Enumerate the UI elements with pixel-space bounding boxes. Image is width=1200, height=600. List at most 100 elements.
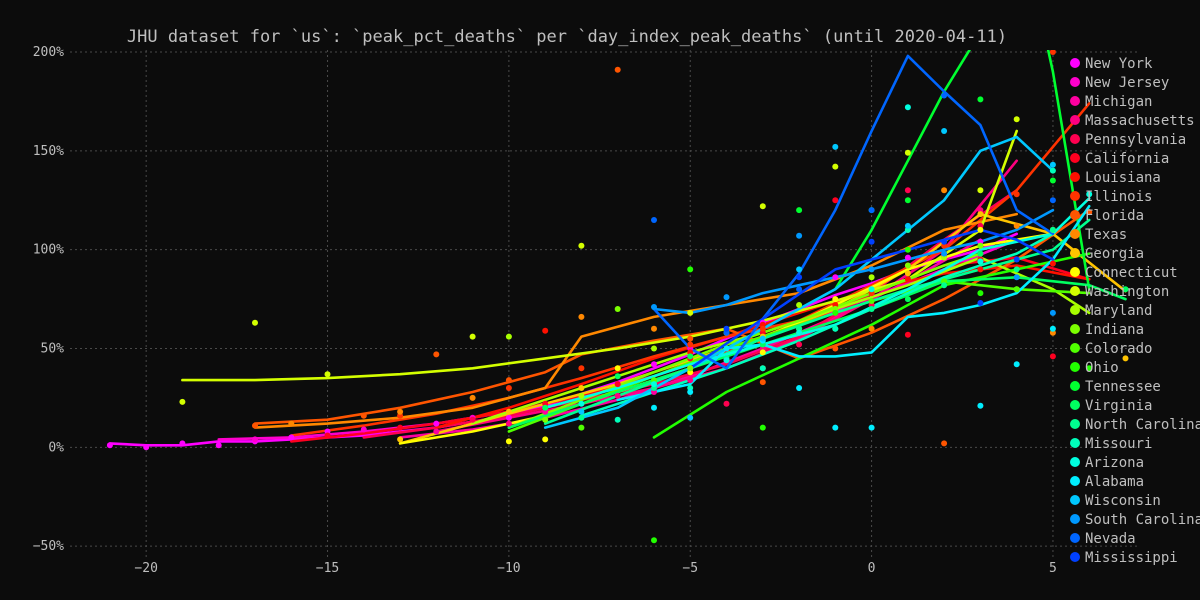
data-point <box>1049 325 1056 332</box>
data-point <box>1086 365 1093 372</box>
data-point <box>578 400 585 407</box>
series-line <box>652 54 1055 370</box>
legend-marker <box>1070 305 1080 315</box>
legend-marker <box>1070 96 1080 106</box>
data-point <box>651 381 657 388</box>
data-point <box>1049 177 1056 184</box>
legend-marker <box>1070 134 1080 144</box>
data-point <box>433 428 440 435</box>
legend-label: Indiana <box>1085 322 1144 338</box>
data-point <box>1049 309 1056 316</box>
data-point <box>759 365 766 372</box>
legend-label: New Jersey <box>1085 75 1169 91</box>
data-point <box>324 432 331 439</box>
legend-label: Illinois <box>1085 189 1152 205</box>
data-point <box>651 361 657 368</box>
data-point <box>614 392 621 399</box>
data-point <box>252 436 258 443</box>
legend-marker <box>1070 495 1080 505</box>
y-tick-label: 50% <box>41 341 65 356</box>
data-point <box>542 404 549 411</box>
legend-marker <box>1070 172 1080 182</box>
data-point <box>542 436 549 443</box>
data-point <box>868 207 875 214</box>
data-point <box>614 416 621 423</box>
legend-label: North Carolina <box>1085 417 1200 433</box>
data-point <box>397 424 404 431</box>
data-point <box>868 306 875 312</box>
legend-label: Louisiana <box>1085 170 1161 186</box>
data-point <box>651 217 657 223</box>
data-point <box>1049 260 1056 267</box>
legend-label: New York <box>1085 56 1153 72</box>
legend-marker <box>1070 248 1080 258</box>
legend-label: Virginia <box>1085 398 1152 414</box>
data-point <box>941 238 948 245</box>
data-point <box>723 325 730 332</box>
data-point <box>1013 361 1020 368</box>
data-point <box>505 377 512 384</box>
data-point <box>215 442 222 449</box>
chart-title: JHU dataset for `us`: `peak_pct_deaths` … <box>127 27 1007 47</box>
legend: New York New Jersey Michigan Massachusetts P… <box>1070 56 1200 566</box>
data-point <box>904 246 911 253</box>
legend-marker <box>1070 267 1080 277</box>
legend-marker <box>1070 552 1080 562</box>
data-point <box>977 96 984 103</box>
legend-label: Florida <box>1085 208 1144 224</box>
data-point <box>651 345 657 352</box>
data-point <box>832 143 839 150</box>
data-point <box>360 426 367 433</box>
data-point <box>796 266 803 273</box>
legend-marker <box>1070 286 1080 296</box>
data-point <box>505 420 512 427</box>
data-point <box>106 442 113 449</box>
data-point <box>723 294 730 301</box>
legend-label: Texas <box>1085 227 1127 243</box>
legend-marker <box>1070 514 1080 524</box>
data-point <box>1122 286 1129 293</box>
data-point <box>578 365 585 372</box>
series-line <box>253 212 1018 429</box>
data-point <box>796 232 803 239</box>
legend-label: Georgia <box>1085 246 1144 262</box>
data-point <box>832 296 839 303</box>
data-point <box>179 440 186 447</box>
data-point <box>977 300 984 306</box>
data-point <box>904 276 911 283</box>
data-point <box>796 207 803 214</box>
data-point <box>796 302 803 308</box>
legend-marker <box>1070 191 1080 201</box>
data-point <box>904 187 911 194</box>
data-point <box>614 373 621 380</box>
data-point <box>397 408 404 415</box>
series-line <box>253 208 1091 425</box>
data-point <box>904 149 911 156</box>
data-point <box>578 313 585 320</box>
data-point <box>832 163 839 170</box>
legend-label: Massachusetts <box>1085 113 1195 129</box>
data-point <box>651 304 657 310</box>
series-line <box>217 238 1018 441</box>
data-point <box>687 365 694 372</box>
x-axis-ticks: −20−15−10−50510 <box>134 561 1056 576</box>
y-axis-ticks: −50% 0% 50% 100% 150% 200% <box>33 45 64 554</box>
data-point <box>1049 161 1056 168</box>
data-point <box>687 377 694 384</box>
data-point <box>904 296 911 303</box>
data-point <box>252 422 258 429</box>
legend-label: California <box>1085 151 1169 167</box>
data-point <box>469 394 476 401</box>
data-point <box>977 187 984 194</box>
data-point <box>542 327 549 334</box>
grid <box>70 50 1140 560</box>
y-tick-label: 150% <box>33 144 64 159</box>
plot-area <box>106 50 1129 544</box>
data-point <box>977 226 984 233</box>
data-point <box>977 266 984 273</box>
data-point <box>977 290 984 297</box>
data-point <box>687 341 694 348</box>
data-point <box>1013 191 1020 198</box>
legend-marker <box>1070 343 1080 353</box>
